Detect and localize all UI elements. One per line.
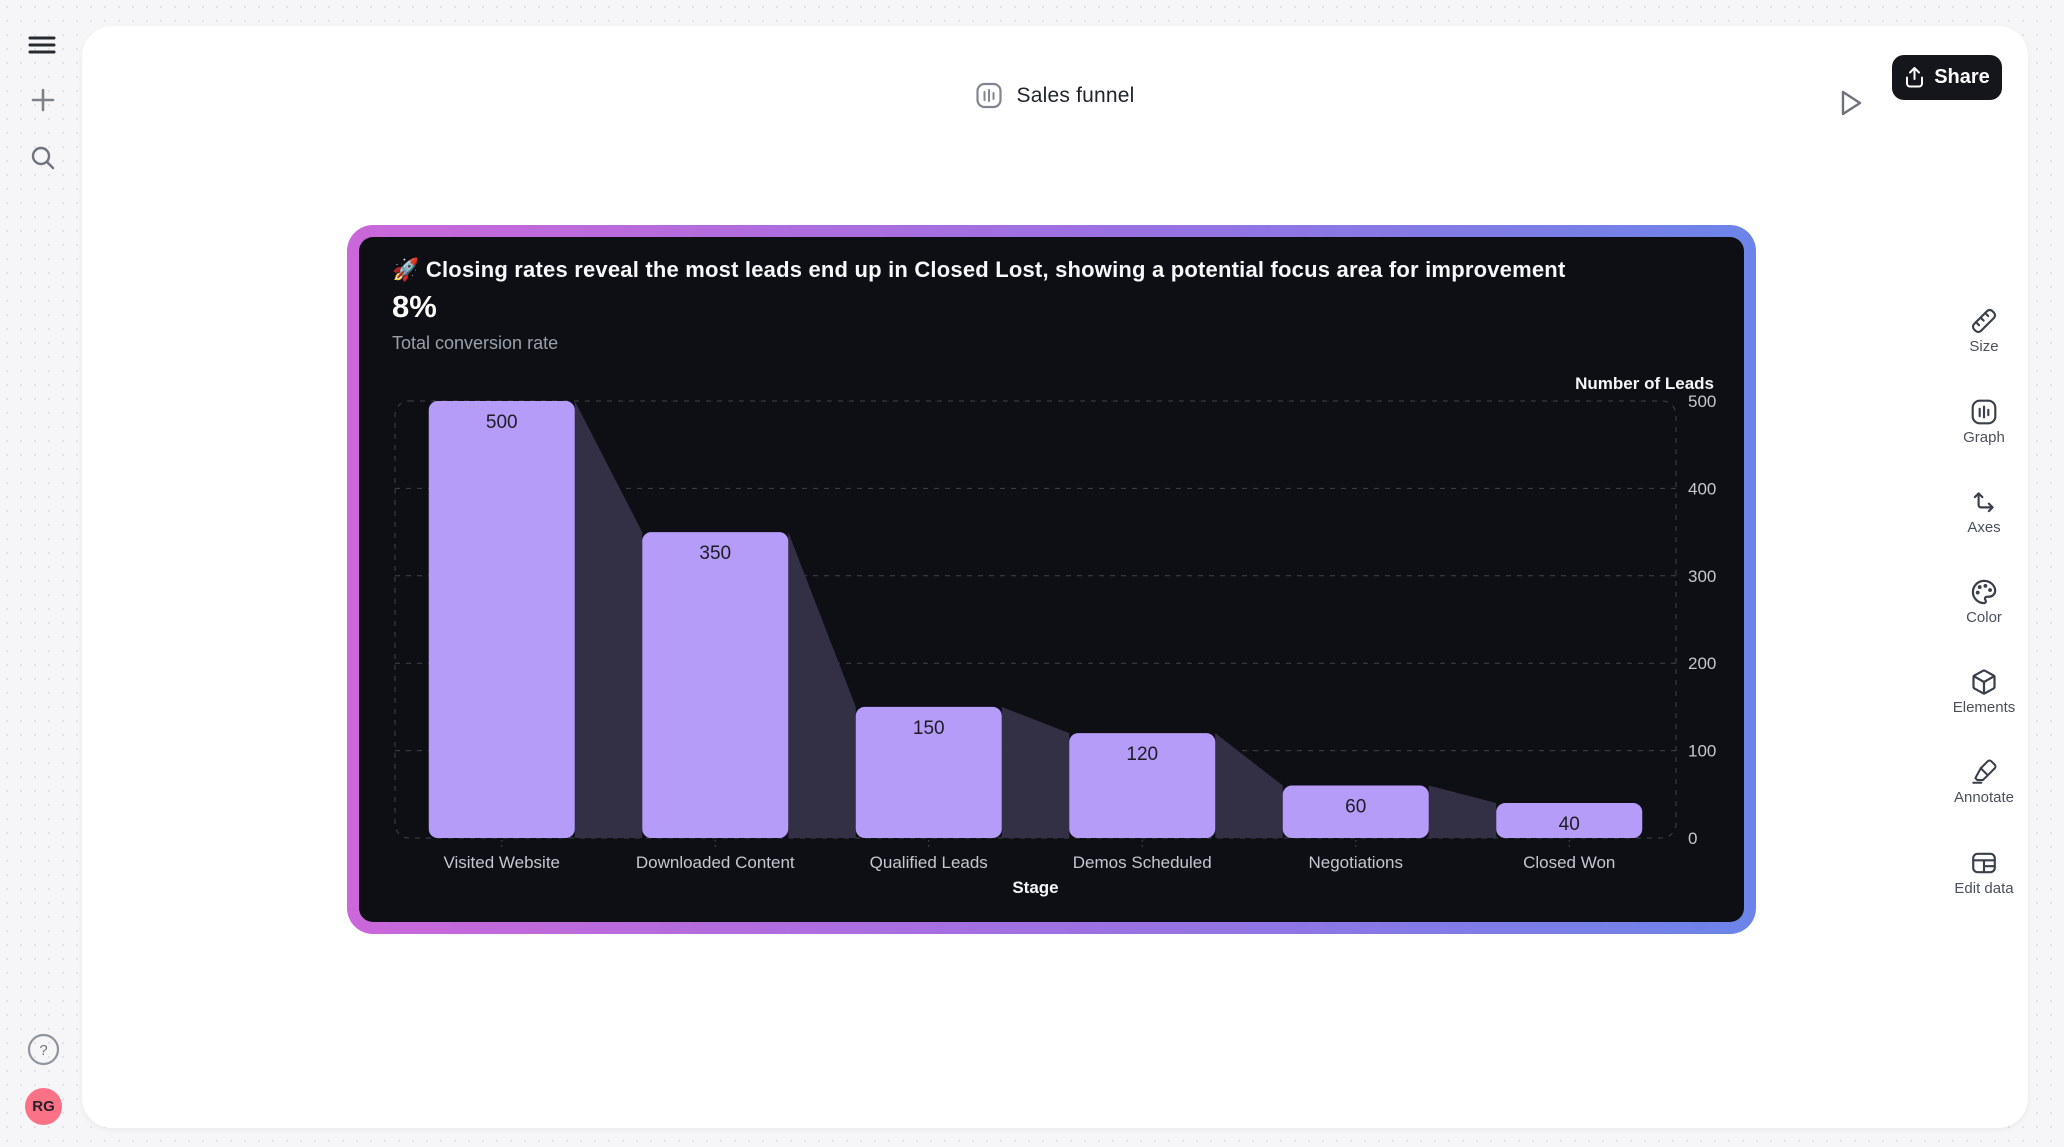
bar-value-label: 60 <box>1345 797 1366 818</box>
chart-widget[interactable]: 🚀 Closing rates reveal the most leads en… <box>347 225 1756 934</box>
play-icon <box>1841 90 1862 116</box>
tool-color[interactable]: Color <box>1939 578 2029 626</box>
funnel-chart[interactable]: 500 Visited Website 350 Downloaded Content 1… <box>359 237 1744 922</box>
color-palette-icon <box>1971 579 1997 605</box>
tool-elements[interactable]: Elements <box>1939 668 2029 716</box>
funnel-bar-1[interactable] <box>428 401 575 838</box>
y-tick-label: 400 <box>1688 479 1716 498</box>
y-tick-label: 500 <box>1688 392 1716 411</box>
chart-widget-inner: 🚀 Closing rates reveal the most leads en… <box>359 237 1744 922</box>
tool-graph-label: Graph <box>1963 429 2005 446</box>
x-tick-label: Demos Scheduled <box>1073 853 1212 872</box>
bar-value-label: 120 <box>1126 744 1158 765</box>
funnel-bar-2[interactable] <box>642 532 789 838</box>
menu-button[interactable] <box>26 31 58 59</box>
tool-annotate-label: Annotate <box>1953 789 2015 806</box>
annotate-marker-icon <box>1972 759 1997 784</box>
metric-value: 8% <box>392 289 437 324</box>
funnel-bar-5[interactable] <box>1282 785 1429 838</box>
search-icon <box>31 146 55 170</box>
tool-graph[interactable]: Graph <box>1939 398 2029 446</box>
y-tick-label: 300 <box>1688 567 1716 586</box>
tool-edit-data-label: Edit data <box>1954 880 2014 897</box>
bar-value-label: 500 <box>486 412 518 433</box>
bar-value-label: 40 <box>1559 814 1580 835</box>
x-tick-label: Downloaded Content <box>636 853 795 872</box>
funnel-bar-6[interactable] <box>1496 803 1643 838</box>
tool-axes[interactable]: Axes <box>1939 488 2029 536</box>
main-canvas: Sales funnel Share 🚀 Closing rates revea… <box>82 26 2028 1128</box>
metric-label: Total conversion rate <box>392 333 559 353</box>
funnel-connector <box>1001 706 1070 838</box>
tool-size[interactable]: Size <box>1939 307 2029 355</box>
search-button[interactable] <box>29 144 57 172</box>
tool-size-label: Size <box>1969 338 1999 355</box>
share-label: Share <box>1934 66 1990 88</box>
edit-data-table-icon <box>1972 852 1996 874</box>
help-icon: ? <box>27 1033 60 1066</box>
elements-cube-icon <box>1972 669 1996 695</box>
y-axis-title: Number of Leads <box>1575 374 1714 393</box>
rocket-emoji: 🚀 <box>392 257 420 282</box>
funnel-bar-3[interactable] <box>855 706 1002 838</box>
tool-axes-label: Axes <box>1967 519 2001 536</box>
insight-text: Closing rates reveal the most leads end … <box>425 257 1566 282</box>
funnel-bar-4[interactable] <box>1069 733 1216 838</box>
funnel-connector <box>788 532 856 838</box>
size-icon <box>1971 308 1997 334</box>
bar-value-label: 150 <box>913 718 945 739</box>
y-tick-label: 200 <box>1688 654 1716 673</box>
present-button[interactable] <box>1836 86 1866 123</box>
tool-color-label: Color <box>1966 609 2002 626</box>
axes-icon <box>1973 492 1994 513</box>
funnel-connector <box>1428 785 1497 838</box>
y-tick-label: 0 <box>1688 829 1697 848</box>
new-button[interactable] <box>29 86 57 114</box>
document-titlebar: Sales funnel <box>976 82 1135 109</box>
funnel-connector <box>1215 733 1283 838</box>
x-tick-label: Closed Won <box>1523 853 1615 872</box>
x-tick-label: Qualified Leads <box>870 853 988 872</box>
tool-annotate[interactable]: Annotate <box>1939 758 2029 806</box>
hamburger-icon <box>28 36 56 54</box>
x-axis-title: Stage <box>1012 878 1058 897</box>
tool-edit-data[interactable]: Edit data <box>1939 849 2029 897</box>
x-tick-label: Visited Website <box>443 853 560 872</box>
insight-headline: 🚀 Closing rates reveal the most leads en… <box>392 257 1682 283</box>
tool-elements-label: Elements <box>1952 699 2016 716</box>
chart-doc-icon <box>976 82 1002 109</box>
document-title[interactable]: Sales funnel <box>1016 83 1135 107</box>
graph-icon <box>1971 399 1997 425</box>
y-tick-label: 100 <box>1688 742 1716 761</box>
help-button[interactable]: ? <box>27 1033 60 1066</box>
x-tick-label: Negotiations <box>1308 853 1403 872</box>
funnel-connector <box>574 401 643 838</box>
bar-value-label: 350 <box>699 543 731 564</box>
share-icon <box>1906 67 1924 88</box>
plus-icon <box>31 88 55 112</box>
share-button[interactable]: Share <box>1892 55 2002 100</box>
svg-text:?: ? <box>39 1042 47 1059</box>
avatar[interactable]: RG <box>25 1088 62 1125</box>
